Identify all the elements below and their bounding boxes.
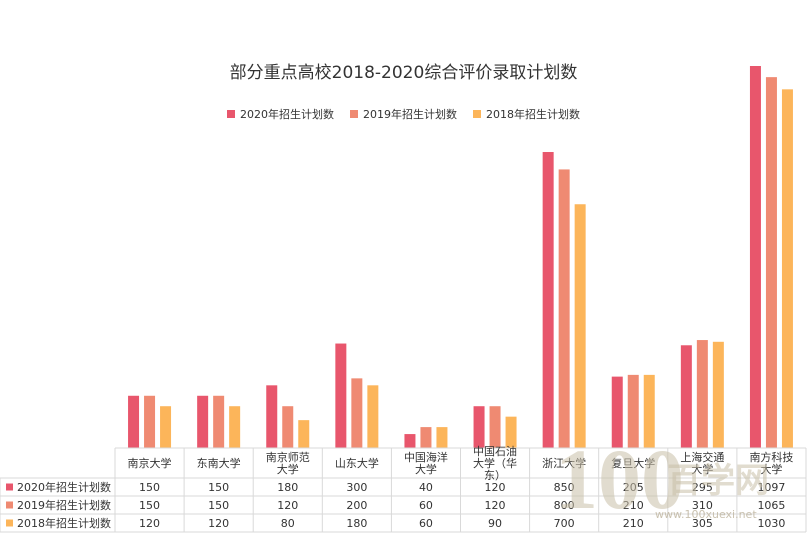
bar [436, 427, 448, 448]
bar [266, 385, 278, 448]
data-label: 150 [208, 481, 229, 494]
x-tick-label: 浙江大学 [542, 456, 586, 470]
data-label: 60 [419, 499, 433, 512]
x-tick-label: 南京师范大学 [266, 450, 310, 476]
data-label: 1030 [757, 517, 785, 530]
bar [473, 406, 485, 448]
bar [160, 406, 172, 448]
legend-swatch [227, 110, 235, 118]
bar [420, 427, 432, 448]
data-label: 180 [277, 481, 298, 494]
data-label: 310 [692, 499, 713, 512]
bar [627, 374, 639, 448]
data-label: 120 [139, 517, 160, 530]
bar [351, 378, 363, 448]
bar [298, 420, 310, 448]
x-tick-label: 上海交通大学 [680, 450, 724, 476]
x-tick-label: 南京大学 [128, 456, 172, 470]
data-label: 210 [623, 517, 644, 530]
x-tick-label: 东南大学 [197, 456, 241, 470]
legend-item: 2018年招生计划数 [473, 106, 580, 122]
x-tick-label: 山东大学 [335, 456, 379, 470]
data-label: 90 [488, 517, 502, 530]
bar [765, 77, 777, 448]
bar [696, 340, 708, 448]
bar [643, 374, 655, 448]
bar [197, 395, 209, 448]
table-row-label: 2020年招生计划数 [17, 480, 111, 494]
data-label: 150 [208, 499, 229, 512]
watermark-text: 百学网 [667, 461, 769, 501]
watermark-logo: 100 百学网 www.100xuexi.net [555, 431, 769, 527]
x-tick-label: 复旦大学 [611, 456, 655, 470]
bar [404, 434, 416, 448]
table-row-swatch [6, 483, 13, 491]
legend-label: 2019年招生计划数 [363, 108, 457, 121]
bar [128, 395, 140, 448]
data-label: 180 [346, 517, 367, 530]
chart-legend: 2020年招生计划数 2019年招生计划数 2018年招生计划数 [0, 106, 807, 122]
table-row-label: 2018年招生计划数 [17, 516, 111, 530]
data-label: 800 [554, 499, 575, 512]
legend-item: 2019年招生计划数 [350, 106, 457, 122]
bar [489, 406, 501, 448]
legend-swatch [473, 110, 481, 118]
data-label: 205 [623, 481, 644, 494]
legend-item: 2020年招生计划数 [227, 106, 334, 122]
data-label: 850 [554, 481, 575, 494]
bar [229, 406, 241, 448]
bar [611, 376, 623, 448]
bar [712, 341, 724, 448]
data-label: 60 [419, 517, 433, 530]
bar [781, 89, 793, 448]
data-label: 80 [281, 517, 295, 530]
table-row-swatch [6, 519, 13, 527]
table-row-label: 2019年招生计划数 [17, 498, 111, 512]
bar [144, 395, 156, 448]
data-label: 1097 [757, 481, 785, 494]
data-label: 305 [692, 517, 713, 530]
data-label: 295 [692, 481, 713, 494]
table-row-swatch [6, 501, 13, 509]
chart-title: 部分重点高校2018-2020综合评价录取计划数 [229, 63, 578, 83]
data-label: 120 [277, 499, 298, 512]
data-label: 120 [485, 481, 506, 494]
bar [542, 152, 554, 449]
bar [335, 343, 347, 448]
bar [749, 66, 761, 448]
x-tick-label: 中国海洋大学 [404, 450, 448, 476]
bar [367, 385, 379, 448]
x-tick-label: 南方科技大学 [749, 450, 793, 476]
data-label: 40 [419, 481, 433, 494]
bar [505, 416, 517, 448]
data-label: 700 [554, 517, 575, 530]
watermark-number: 100 [555, 431, 684, 527]
bar [558, 169, 570, 448]
x-tick-label: 中国石油大学（华东） [473, 444, 517, 482]
data-label: 210 [623, 499, 644, 512]
watermark-url: www.100xuexi.net [655, 508, 757, 521]
data-label: 150 [139, 481, 160, 494]
data-label: 300 [346, 481, 367, 494]
bar [680, 345, 692, 448]
bar [213, 395, 225, 448]
data-label: 120 [208, 517, 229, 530]
bar [282, 406, 294, 448]
legend-label: 2020年招生计划数 [240, 108, 334, 121]
data-label: 150 [139, 499, 160, 512]
data-label: 200 [346, 499, 367, 512]
data-label: 1065 [757, 499, 785, 512]
data-label: 120 [485, 499, 506, 512]
legend-label: 2018年招生计划数 [486, 108, 580, 121]
bar [574, 204, 586, 448]
legend-swatch [350, 110, 358, 118]
